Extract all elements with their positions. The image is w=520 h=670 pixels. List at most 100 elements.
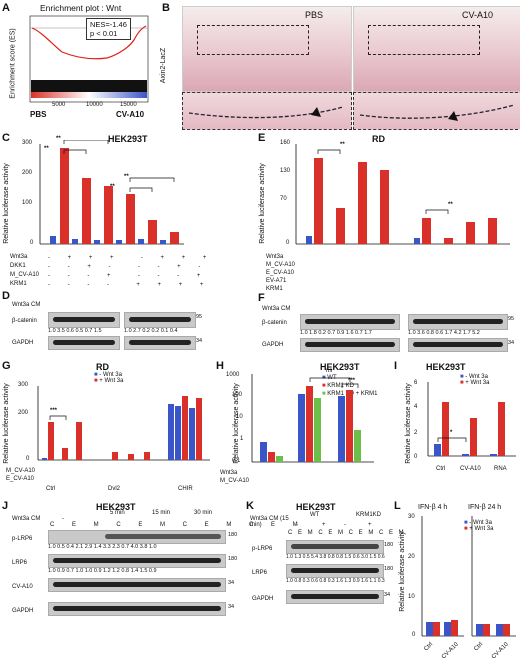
k-mw-2: 180 bbox=[384, 566, 394, 572]
j-row-cva10: CV-A10 bbox=[12, 584, 33, 590]
f-blot-bcat-1 bbox=[300, 314, 400, 330]
c-ytick-4: 100 bbox=[22, 200, 33, 206]
j-row-lrp6: LRP6 bbox=[12, 560, 28, 566]
e-row-krm1: KRM1 bbox=[266, 286, 283, 292]
c-row-mcva10: M_CV-A10 bbox=[10, 272, 40, 278]
panel-label-f: F bbox=[258, 292, 265, 304]
d-blot-bcat-2 bbox=[124, 312, 196, 328]
l-ytick-1: 20 bbox=[408, 554, 415, 560]
f-row-bcat: β-catenin bbox=[262, 320, 287, 326]
l-ytick-0: 30 bbox=[408, 514, 415, 520]
panel-l-chart bbox=[421, 516, 516, 637]
g-group-ctrl: Ctrl bbox=[46, 486, 56, 492]
c-sig-3: ** bbox=[124, 174, 129, 180]
panel-b-ylabel: Axin2-LacZ bbox=[160, 47, 168, 84]
j-time-1: 5 min bbox=[110, 510, 125, 516]
i-group-cva10: CV-A10 bbox=[460, 466, 481, 472]
cva10-zoom-image bbox=[353, 92, 520, 130]
l-group-0: Ctrl bbox=[423, 641, 435, 653]
panel-g-title: RD bbox=[96, 362, 109, 372]
j-mw-2: 180 bbox=[228, 556, 238, 562]
panel-label-g: G bbox=[2, 360, 11, 372]
panel-j-title: HEK293T bbox=[96, 502, 136, 512]
panel-e-title: RD bbox=[372, 134, 385, 144]
g-legend-neg: - Wnt 3a bbox=[99, 372, 122, 378]
panel-h-chart bbox=[251, 374, 374, 463]
i-legend: ■ - Wnt 3a ■ + Wnt 3a bbox=[460, 374, 490, 386]
d-blot-gapdh-2 bbox=[124, 336, 196, 350]
b-pbs-label: PBS bbox=[305, 10, 324, 20]
e-ytick-0: 160 bbox=[280, 140, 291, 146]
j-mw-3: 34 bbox=[228, 580, 235, 586]
j-time-2: 15 min bbox=[152, 510, 171, 516]
panel-e-chart bbox=[295, 144, 510, 245]
a-xtick-2: 10000 bbox=[86, 102, 103, 108]
panel-g-chart bbox=[37, 386, 210, 461]
l-title-24h: IFN-β 24 h bbox=[468, 504, 502, 511]
k-mw-3: 34 bbox=[384, 592, 391, 598]
nes-text: NES=-1.46 bbox=[90, 20, 127, 29]
c-row-dkk1: DKK1 bbox=[10, 263, 26, 269]
g-row-ecva10: E_CV-A10 bbox=[6, 476, 35, 482]
l-legend-neg: - Wnt 3a bbox=[469, 520, 492, 526]
h-row-wnt3a: Wnt3a bbox=[220, 470, 238, 476]
h-row-mcva10: M_CV-A10 bbox=[220, 478, 250, 484]
j-blot-cva10 bbox=[48, 578, 226, 592]
panel-label-l: L bbox=[394, 500, 401, 512]
panel-c-chart bbox=[39, 140, 184, 245]
f-blot-gapdh-1 bbox=[300, 338, 400, 352]
e-ytick-1: 130 bbox=[280, 168, 291, 174]
c-ytick-7: 0 bbox=[30, 240, 34, 246]
h-sig-ns: ns bbox=[326, 368, 333, 374]
g-row-mcva10: M_CV-A10 bbox=[6, 468, 36, 474]
d-mw-95: 95 bbox=[196, 314, 203, 320]
e-row-ecva10: E_CV-A10 bbox=[266, 270, 295, 276]
g-legend: ■ - Wnt 3a ■ + Wnt 3a bbox=[94, 372, 124, 384]
j-row-plrp6: p-LRP6 bbox=[12, 536, 33, 542]
k-sign-1: + bbox=[322, 522, 326, 528]
panel-e-ylabel: Relative luciferase activity bbox=[258, 163, 266, 244]
h-ytick-1: 100 bbox=[232, 392, 243, 398]
f-mw-95: 95 bbox=[508, 316, 515, 322]
f-cm-label: Wnt3a CM bbox=[262, 306, 291, 312]
d-vals-1: 1.0 3.5 0.6 0.5 0.7 1.5 bbox=[48, 328, 102, 334]
panel-label-h: H bbox=[216, 360, 224, 372]
g-sig: *** bbox=[50, 408, 58, 414]
i-sig: * bbox=[450, 430, 453, 436]
i-ytick-1: 4 bbox=[414, 404, 418, 410]
d-mw-34: 34 bbox=[196, 338, 203, 344]
panel-i-title: HEK293T bbox=[426, 362, 466, 372]
i-ytick-3: 0 bbox=[414, 454, 418, 460]
l-group-2: Ctrl bbox=[473, 641, 485, 653]
k-blot-gapdh bbox=[286, 590, 384, 604]
pbs-zoom-image bbox=[182, 92, 352, 130]
k-vals-plrp6: 1.0 1.3 0.5 5.4 3.8 0.8 0.8 1.5 0.6 3.0 … bbox=[286, 554, 385, 560]
panel-label-c: C bbox=[2, 132, 10, 144]
panel-i-ylabel: Relative luciferase activity bbox=[404, 383, 412, 464]
c-ytick-0: 300 bbox=[22, 140, 33, 146]
h-legend-kd: KRM1 KD bbox=[327, 383, 354, 389]
g-ytick-6: 0 bbox=[26, 456, 30, 462]
l-legend-pos: + Wnt 3a bbox=[469, 526, 494, 532]
panel-label-a: A bbox=[2, 2, 10, 14]
l-group-1: CV-A10 bbox=[440, 641, 460, 661]
k-row-gapdh: GAPDH bbox=[252, 596, 274, 602]
e-ytick-7: 0 bbox=[286, 240, 290, 246]
j-mw-1: 180 bbox=[228, 532, 238, 538]
a-xtick-3: 15000 bbox=[120, 102, 137, 108]
f-row-gapdh: GAPDH bbox=[262, 342, 284, 348]
k-wt-label: WT bbox=[310, 512, 320, 518]
j-blot-plrp6 bbox=[48, 530, 226, 544]
l-title-4h: IFN-β 4 h bbox=[418, 504, 448, 511]
panel-label-d: D bbox=[2, 290, 10, 302]
i-group-ctrl: Ctrl bbox=[436, 466, 446, 472]
l-group-3: CV-A10 bbox=[490, 641, 510, 661]
d-cm-label: Wnt3a CM bbox=[12, 302, 41, 308]
f-blot-bcat-2 bbox=[408, 314, 508, 330]
l-ytick-3: 0 bbox=[412, 632, 416, 638]
f-blot-gapdh-2 bbox=[408, 338, 508, 352]
k-blot-plrp6 bbox=[286, 540, 384, 554]
i-legend-pos: + Wnt 3a bbox=[465, 380, 490, 386]
j-vals-plrp6: 1.0 0.5 0.4 2.1 2.9 1.4 3.3 2.3 0.7 4.0 … bbox=[48, 544, 157, 550]
f-vals-1: 1.0 1.8 0.2 0.7 0.9 1.6 0.7 1.7 bbox=[300, 330, 372, 336]
